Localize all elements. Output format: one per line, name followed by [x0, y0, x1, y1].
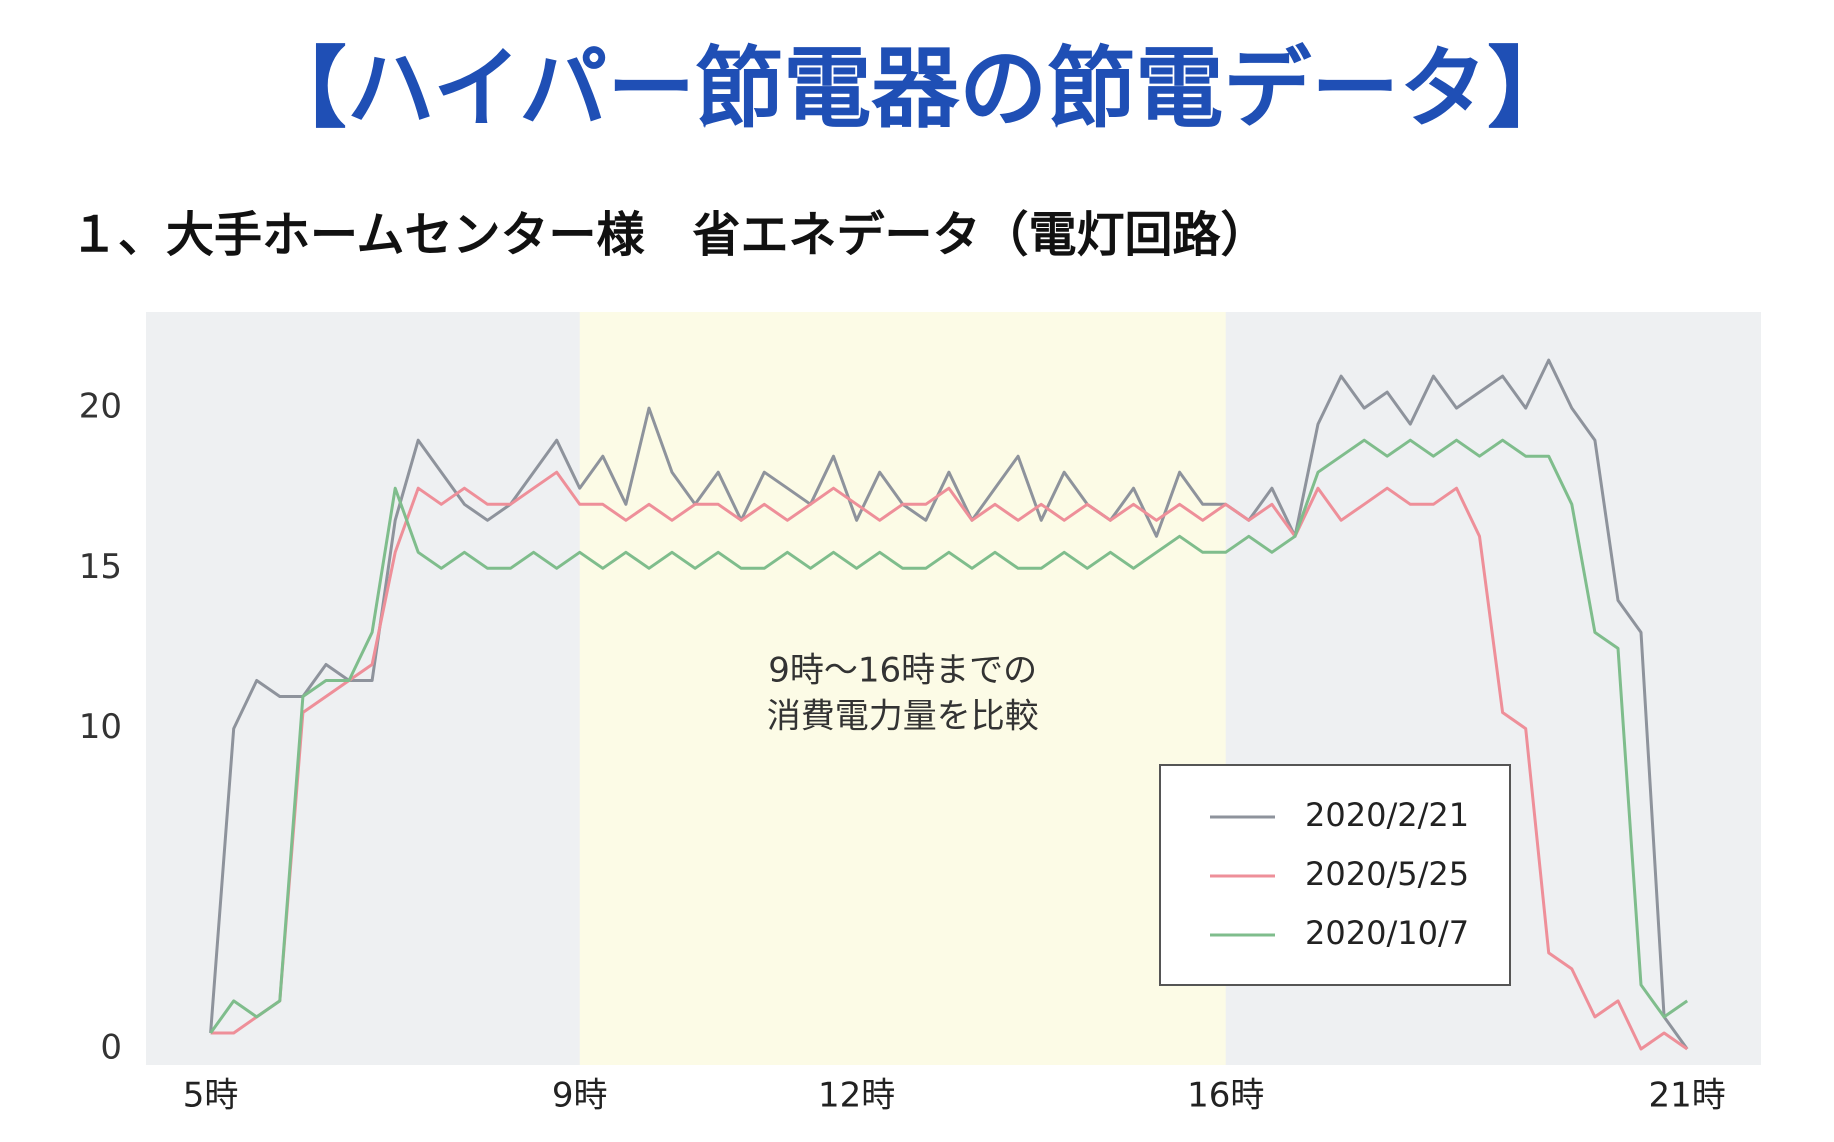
legend-label: 2020/2/21 [1305, 796, 1469, 834]
data-line [209, 438, 1689, 1034]
x-tick-label: 12時 [818, 1076, 895, 1116]
y-tick-label: 15 [79, 547, 122, 587]
chart-title: 【ハイパー節電器の節電データ】 [259, 37, 1575, 140]
data-line [210, 470, 1689, 1051]
x-tick-label: 9時 [552, 1076, 608, 1116]
y-tick-label: 10 [79, 707, 122, 747]
highlight-band [579, 312, 1226, 1065]
legend-label: 2020/10/7 [1305, 914, 1469, 952]
y-tick-label: 0 [100, 1027, 122, 1067]
x-tick-label: 5時 [183, 1076, 239, 1116]
annotation: 消費電力量を比較 [767, 697, 1039, 737]
x-tick-label: 21時 [1649, 1076, 1726, 1116]
chart-subtitle: １、大手ホームセンター様 省エネデータ（電灯回路） [70, 207, 1269, 263]
annotation: 9時〜16時までの [768, 651, 1037, 691]
x-tick-label: 16時 [1187, 1076, 1264, 1116]
y-tick-label: 20 [79, 387, 122, 427]
legend-label: 2020/5/25 [1305, 855, 1469, 893]
